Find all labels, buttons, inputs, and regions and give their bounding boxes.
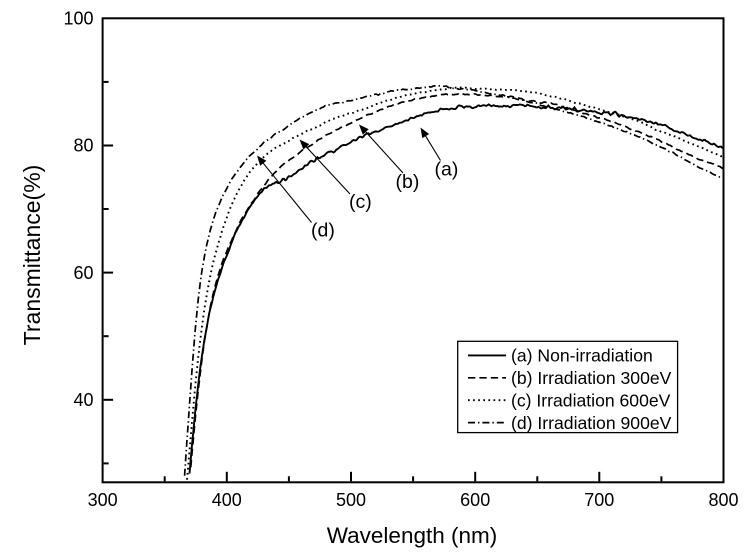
svg-text:700: 700: [584, 490, 614, 510]
svg-text:600: 600: [460, 490, 490, 510]
svg-text:80: 80: [73, 136, 93, 156]
svg-text:800: 800: [708, 490, 738, 510]
svg-text:(a): (a): [435, 159, 459, 181]
svg-text:(b) Irradiation 300eV: (b) Irradiation 300eV: [511, 368, 672, 388]
svg-text:300: 300: [88, 490, 118, 510]
svg-text:(d) Irradiation 900eV: (d) Irradiation 900eV: [511, 413, 672, 433]
svg-text:60: 60: [73, 263, 93, 283]
svg-text:(c) Irradiation 600eV: (c) Irradiation 600eV: [511, 390, 671, 410]
svg-text:500: 500: [336, 490, 366, 510]
svg-text:40: 40: [73, 390, 93, 410]
svg-text:(c): (c): [349, 191, 372, 213]
svg-text:400: 400: [212, 490, 242, 510]
svg-text:(a) Non-irradiation: (a) Non-irradiation: [511, 346, 653, 366]
svg-text:Transmittance(%): Transmittance(%): [19, 165, 45, 346]
svg-text:(d): (d): [311, 220, 335, 242]
svg-text:Wavelength (nm): Wavelength (nm): [327, 523, 497, 548]
svg-text:(b): (b): [396, 171, 420, 193]
svg-text:100: 100: [63, 9, 93, 29]
